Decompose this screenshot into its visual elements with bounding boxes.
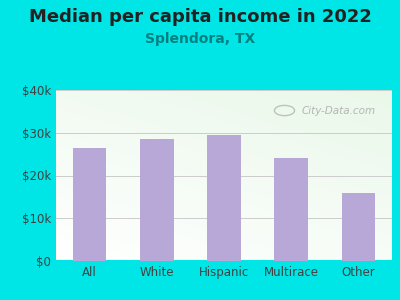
Text: Splendora, TX: Splendora, TX [145,32,255,46]
Bar [274,158,308,261]
Bar [73,148,106,261]
Bar [140,139,174,261]
Bar [342,193,375,261]
Bar [207,135,241,261]
Text: Median per capita income in 2022: Median per capita income in 2022 [28,8,372,26]
Text: City-Data.com: City-Data.com [301,106,376,116]
